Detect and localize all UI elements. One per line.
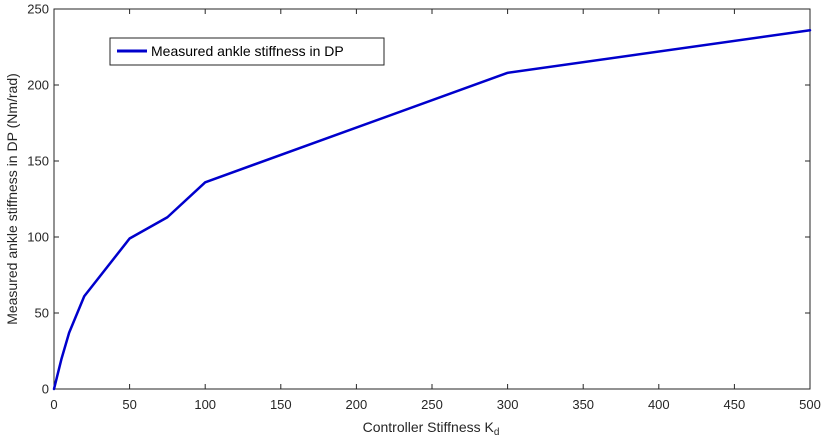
- x-tick-label: 50: [122, 397, 136, 412]
- y-tick-label: 100: [27, 230, 49, 245]
- y-tick-label: 250: [27, 2, 49, 17]
- plot-area: [53, 8, 811, 390]
- series-line: [52, 29, 812, 391]
- legend: Measured ankle stiffness in DP: [109, 37, 385, 66]
- y-tick-label: 150: [27, 154, 49, 169]
- y-axis-ticks: 0 50 100 150 200 250: [27, 2, 810, 397]
- x-axis-label: Controller Stiffness Kd: [363, 419, 500, 437]
- x-tick-label: 350: [572, 397, 594, 412]
- x-tick-label: 250: [421, 397, 443, 412]
- x-tick-label: 150: [270, 397, 292, 412]
- x-tick-label: 100: [194, 397, 216, 412]
- x-axis-label-main: Controller Stiffness K: [363, 419, 495, 435]
- x-tick-label: 400: [648, 397, 670, 412]
- y-tick-label: 50: [35, 306, 49, 321]
- legend-label: Measured ankle stiffness in DP: [151, 43, 344, 59]
- x-tick-label: 0: [50, 397, 57, 412]
- y-axis-label: Measured ankle stiffness in DP (Nm/rad): [4, 73, 20, 325]
- x-axis-ticks: 0 50 100 150 200 250 300 350 400 450 500: [50, 9, 821, 412]
- x-tick-label: 300: [497, 397, 519, 412]
- x-axis-label-subscript: d: [494, 427, 500, 437]
- y-tick-label: 200: [27, 78, 49, 93]
- legend-box: [109, 37, 385, 66]
- x-tick-label: 500: [799, 397, 821, 412]
- series-layer: [52, 29, 812, 391]
- y-tick-label: 0: [42, 382, 49, 397]
- x-tick-label: 450: [724, 397, 746, 412]
- x-tick-label: 200: [346, 397, 368, 412]
